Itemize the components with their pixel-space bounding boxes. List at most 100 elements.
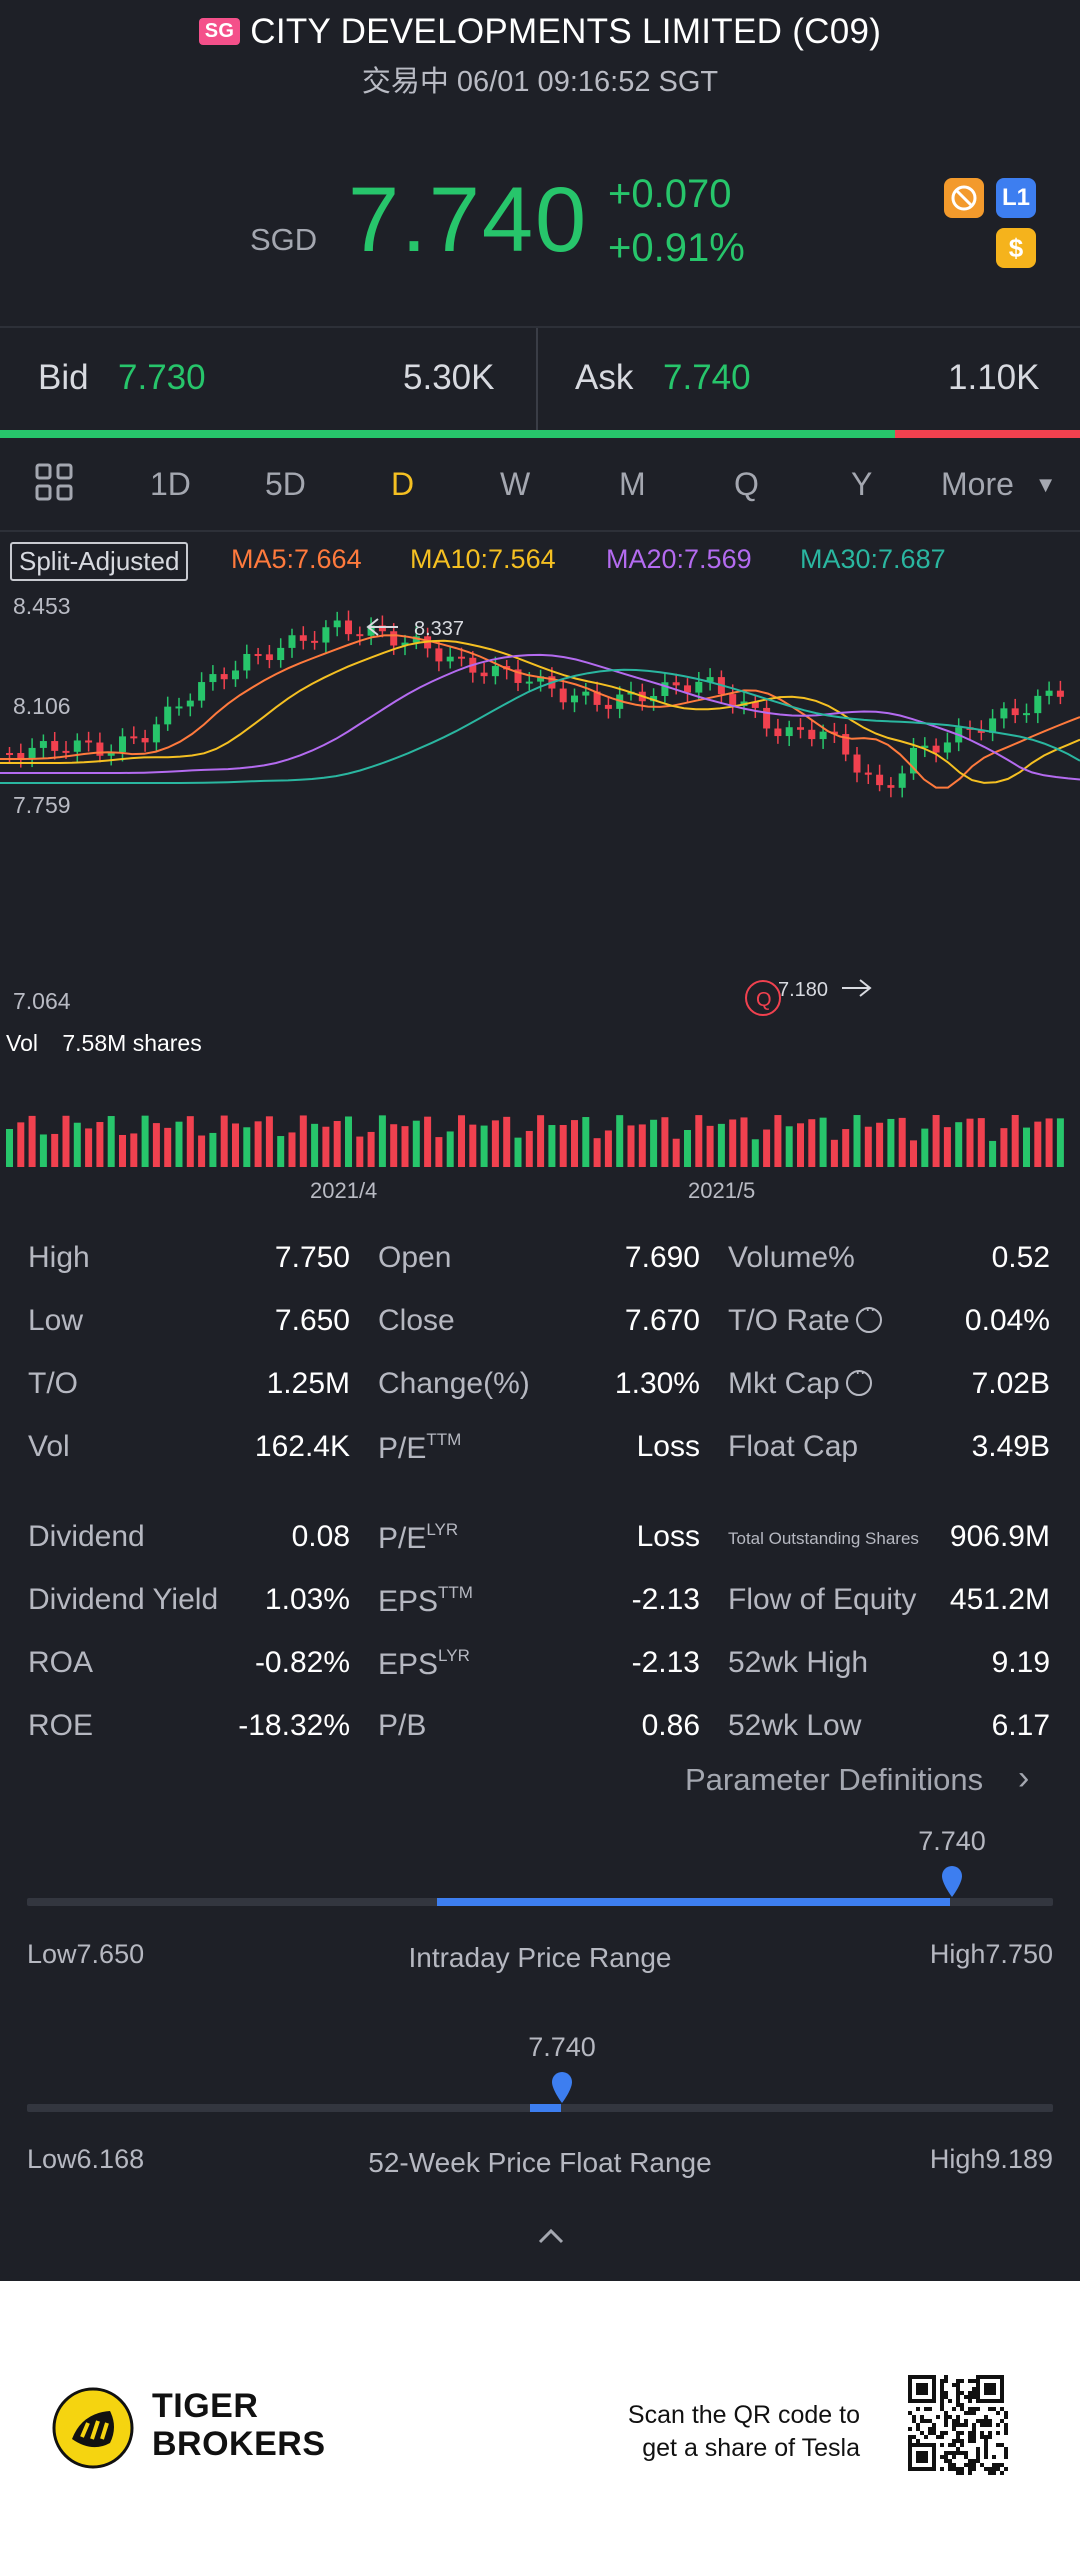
candle-body bbox=[243, 653, 251, 671]
52week-high-label: High9.189 bbox=[929, 2144, 1053, 2174]
qr-module bbox=[988, 2423, 992, 2427]
parameter-definitions-link[interactable]: Parameter Definitions bbox=[685, 1762, 984, 1797]
stat-value: 6.17 bbox=[991, 1709, 1050, 1742]
volume-bar bbox=[684, 1130, 691, 1167]
candle-body bbox=[604, 704, 612, 709]
no-shorting-icon[interactable] bbox=[944, 178, 984, 218]
candle-body bbox=[559, 688, 567, 703]
candle-body bbox=[876, 774, 884, 786]
volume-bar bbox=[469, 1124, 477, 1167]
qr-module bbox=[972, 2379, 976, 2383]
volume-bar bbox=[604, 1130, 612, 1167]
qr-module bbox=[988, 2431, 992, 2435]
stat-value: 7.690 bbox=[624, 1241, 700, 1274]
stat-label: ROA bbox=[28, 1646, 94, 1679]
candle-body bbox=[491, 666, 499, 677]
qr-module bbox=[992, 2467, 996, 2471]
qr-module bbox=[920, 2419, 924, 2423]
to-rate-label[interactable]: T/O Rate bbox=[728, 1299, 882, 1338]
qr-module bbox=[972, 2467, 976, 2471]
level1-badge-icon[interactable]: L1 bbox=[996, 178, 1036, 218]
candle-body bbox=[593, 691, 601, 705]
qr-module bbox=[996, 2443, 1000, 2447]
split-adjusted-toggle[interactable]: Split-Adjusted bbox=[10, 542, 189, 581]
qr-module bbox=[956, 2383, 960, 2387]
y-tick-label: 7.064 bbox=[13, 988, 71, 1014]
qr-module bbox=[976, 2447, 980, 2451]
qr-module bbox=[956, 2399, 960, 2403]
volume-bar bbox=[672, 1138, 680, 1167]
candle-body bbox=[96, 742, 104, 756]
candle-body bbox=[378, 625, 386, 632]
tab-d[interactable]: D bbox=[391, 466, 415, 502]
ma-legend: Split-Adjusted MA5:7.664 MA10:7.564 MA20… bbox=[0, 538, 1080, 582]
qr-module bbox=[916, 2407, 920, 2411]
kline-chart[interactable]: 8.453 8.106 7.759 7.064 8.337 Q 7.180 20… bbox=[0, 585, 1080, 1205]
tab-more[interactable]: More ▼ bbox=[941, 466, 1057, 503]
volume-value: 7.58M shares bbox=[62, 1030, 202, 1056]
qr-module bbox=[944, 2375, 948, 2379]
tab-q[interactable]: Q bbox=[734, 466, 759, 502]
qr-code-icon[interactable] bbox=[908, 2375, 1008, 2475]
qr-module bbox=[936, 2435, 940, 2439]
candle-body bbox=[28, 747, 36, 760]
bid-label: Bid bbox=[38, 358, 89, 397]
quote-header: SG CITY DEVELOPMENTS LIMITED (C09) 交易中 06… bbox=[0, 0, 1080, 325]
candle-body bbox=[17, 753, 25, 760]
volume-bar bbox=[842, 1129, 850, 1167]
qr-module bbox=[1000, 2443, 1004, 2447]
candle-body bbox=[288, 635, 296, 648]
candle-body bbox=[785, 727, 793, 737]
volume-bar bbox=[28, 1115, 36, 1167]
brand-line1: TIGER bbox=[152, 2387, 259, 2425]
volume-bar bbox=[887, 1118, 895, 1167]
intraday-title: Intraday Price Range bbox=[408, 1942, 672, 1973]
volume-bar bbox=[356, 1136, 364, 1167]
qr-module bbox=[968, 2391, 972, 2395]
chevron-right-icon[interactable]: › bbox=[1018, 1759, 1030, 1797]
candlestick-plot: 8.337 Q 7.180 2021/4 2021/5 bbox=[0, 610, 1080, 1203]
volume-bar bbox=[514, 1137, 522, 1167]
volume-bar bbox=[254, 1121, 262, 1167]
volume-bar bbox=[288, 1132, 296, 1167]
qr-module bbox=[1004, 2423, 1008, 2427]
brand-name: TIGER BROKERS bbox=[152, 2387, 326, 2463]
promo-footer: TIGER BROKERS Scan the QR code to get a … bbox=[0, 2281, 1080, 2574]
qr-module bbox=[980, 2419, 984, 2423]
qr-module bbox=[968, 2399, 972, 2403]
volume-bar bbox=[571, 1120, 578, 1167]
qr-module bbox=[940, 2455, 944, 2459]
qr-module bbox=[920, 2415, 924, 2419]
volume-bar bbox=[898, 1117, 906, 1167]
mkt-cap-label[interactable]: Mkt Cap bbox=[728, 1362, 872, 1401]
volume-bar bbox=[1034, 1121, 1042, 1167]
stat-label: P/B bbox=[378, 1709, 427, 1742]
qr-module bbox=[936, 2415, 940, 2419]
qr-module bbox=[1004, 2447, 1008, 2451]
stock-name: CITY DEVELOPMENTS LIMITED (C09) bbox=[250, 12, 882, 51]
volume-bar bbox=[51, 1133, 59, 1167]
qr-module bbox=[984, 2423, 988, 2427]
stat-label: Volume% bbox=[728, 1241, 855, 1274]
period-tabs: 1D 5D D W M Q Y More ▼ bbox=[0, 440, 1080, 532]
stat-value: 7.750 bbox=[274, 1241, 350, 1274]
volume-bar bbox=[96, 1122, 104, 1167]
tab-1d[interactable]: 1D bbox=[150, 466, 191, 502]
volume-bar bbox=[209, 1132, 217, 1167]
ma30-label: MA30:7.687 bbox=[800, 544, 946, 574]
stat-label: Vol bbox=[28, 1430, 70, 1463]
qr-module bbox=[928, 2407, 932, 2411]
tab-m[interactable]: M bbox=[619, 466, 646, 502]
grid-icon[interactable] bbox=[34, 462, 74, 507]
qr-module bbox=[960, 2443, 964, 2447]
stat-value: -2.13 bbox=[631, 1646, 700, 1679]
qr-module bbox=[940, 2443, 944, 2447]
tab-y[interactable]: Y bbox=[851, 466, 873, 502]
qr-module bbox=[992, 2407, 996, 2411]
tab-w[interactable]: W bbox=[500, 466, 531, 502]
collapse-chevron-up-icon[interactable] bbox=[536, 2226, 566, 2246]
dollar-badge-icon[interactable]: $ bbox=[996, 228, 1036, 268]
tab-5d[interactable]: 5D bbox=[265, 466, 306, 502]
qr-module bbox=[996, 2431, 1000, 2435]
stat-label: Close bbox=[378, 1304, 455, 1337]
